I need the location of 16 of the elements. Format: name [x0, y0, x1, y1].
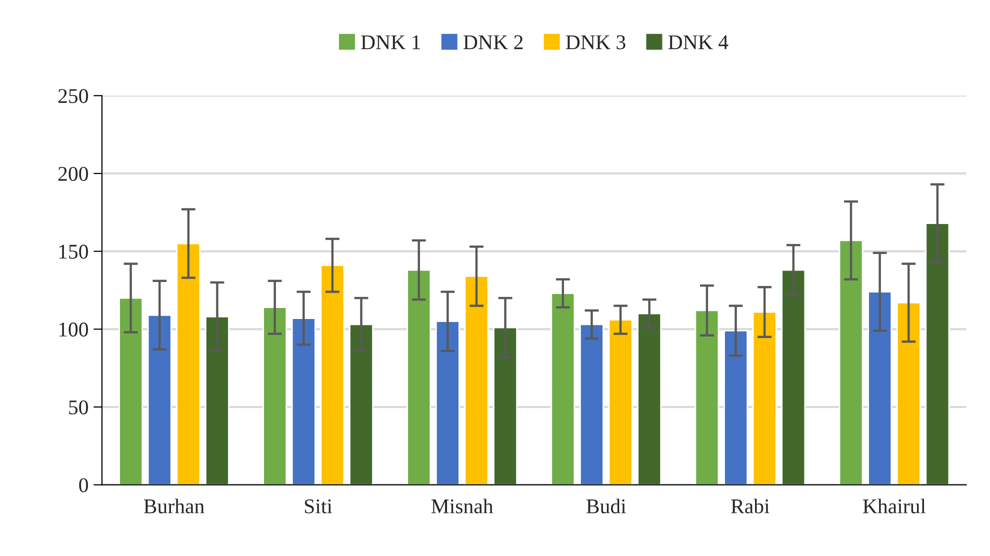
- y-tick-label: 50: [69, 400, 88, 414]
- y-tick-label: 200: [58, 166, 88, 181]
- legend-label: DNK 2: [464, 35, 523, 50]
- x-tick-label: Khairul: [862, 498, 926, 514]
- y-tick-label: 0: [79, 478, 88, 492]
- legend-label: DNK 3: [566, 35, 626, 50]
- legend-label: DNK 1: [361, 35, 420, 50]
- legend-label: DNK 4: [668, 35, 728, 50]
- x-tick-label: Burhan: [144, 498, 204, 514]
- x-tick-label: Budi: [586, 498, 626, 514]
- x-tick-label: Rabi: [731, 498, 770, 514]
- x-tick-label: Siti: [304, 499, 332, 514]
- x-tick-label: Misnah: [431, 498, 494, 514]
- y-tick-label: 100: [59, 322, 88, 337]
- y-tick-label: 250: [58, 89, 88, 104]
- y-tick-label: 150: [59, 244, 88, 259]
